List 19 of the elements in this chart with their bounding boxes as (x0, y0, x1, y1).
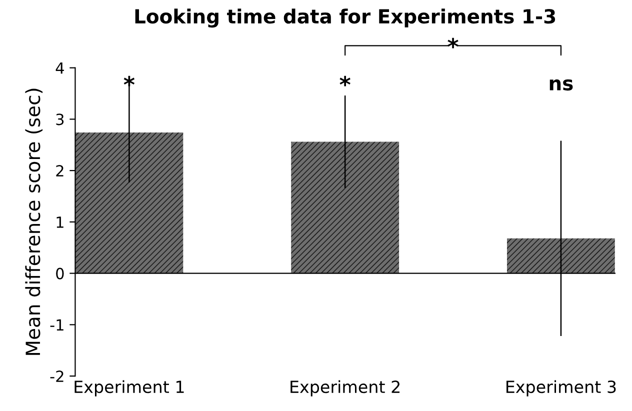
y-tick-label: 3 (56, 114, 64, 126)
bar (291, 142, 400, 274)
y-tick-label: 0 (56, 268, 64, 280)
y-tick-label: 2 (56, 165, 64, 176)
annotation: ns (550, 79, 573, 91)
y-tick-label: 4 (56, 62, 64, 74)
y-tick-label: -2 (50, 370, 64, 382)
annotation: * (340, 76, 350, 86)
bar (75, 132, 184, 274)
y-tick-label: -1 (50, 319, 64, 330)
chart-title: Looking time data for Experiments 1-3 (135, 8, 556, 28)
x-tick-label: Experiment 3 (506, 380, 616, 396)
x-tick-label: Experiment 1 (74, 380, 184, 396)
y-axis-title: Mean difference score (sec) (25, 88, 43, 355)
bar (506, 238, 615, 274)
y-tick-label: 1 (56, 216, 64, 228)
annotation: * (124, 76, 135, 86)
text: * (448, 38, 458, 48)
x-tick-label: Experiment 2 (290, 380, 400, 396)
